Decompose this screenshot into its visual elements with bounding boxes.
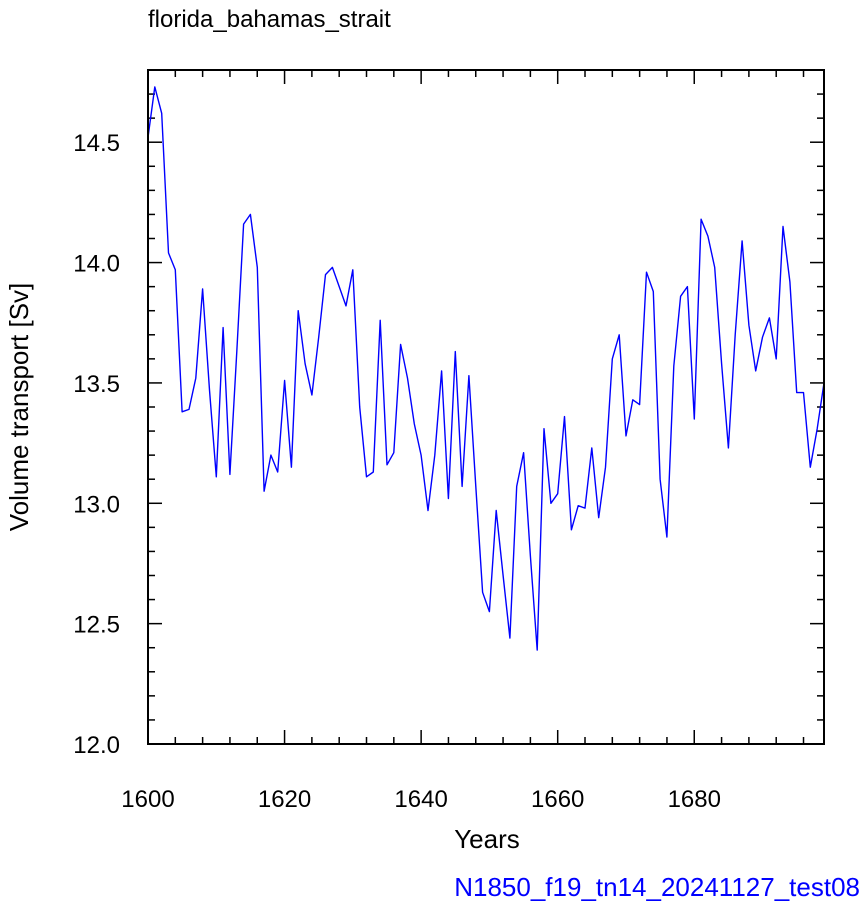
y-tick-label: 13.0: [73, 491, 120, 518]
y-tick-label: 14.5: [73, 130, 120, 157]
y-tick-label: 12.0: [73, 732, 120, 759]
x-tick-label: 1600: [121, 786, 174, 813]
y-tick-label: 12.5: [73, 612, 120, 639]
y-tick-label: 13.5: [73, 371, 120, 398]
x-tick-label: 1660: [531, 786, 584, 813]
y-tick-label: 14.0: [73, 251, 120, 278]
tick-labels: 1600 1620 1640 1660 1680 12.0 12.5 13.0 13.5 14.0…: [73, 130, 721, 813]
chart-title: florida_bahamas_strait: [148, 6, 391, 33]
x-tick-label: 1680: [668, 786, 721, 813]
footer-label: N1850_f19_tn14_20241127_test08: [454, 872, 860, 902]
plot-frame: [147, 69, 825, 745]
series-line: [147, 86, 825, 651]
y-axis-label: Volume transport [Sv]: [4, 283, 34, 532]
x-tick-label: 1620: [258, 786, 311, 813]
x-axis-label: Years: [454, 824, 520, 854]
x-tick-label: 1640: [394, 786, 447, 813]
axis-ticks: [147, 69, 824, 745]
